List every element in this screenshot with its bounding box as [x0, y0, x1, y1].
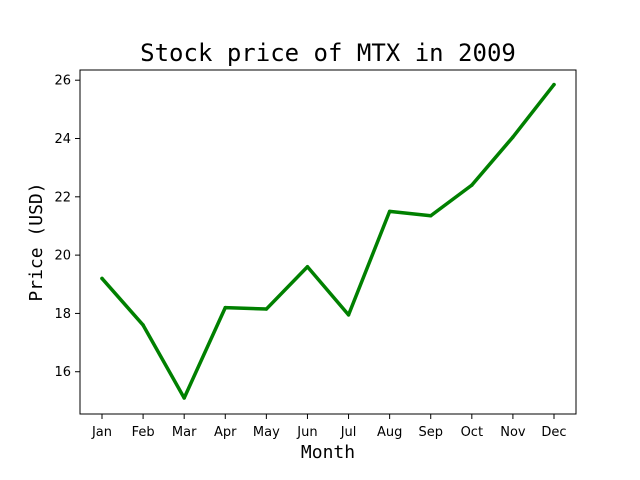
- data-point: [264, 307, 269, 311]
- y-axis-label: Price (USD): [26, 182, 47, 301]
- plot-frame: [79, 69, 577, 415]
- x-tick-label: Apr: [214, 425, 237, 440]
- y-tick-label: 20: [54, 249, 71, 264]
- data-point: [470, 183, 474, 187]
- data-point: [387, 209, 392, 214]
- x-tick-label: Oct: [461, 425, 483, 440]
- y-axis: 16 18 20 22 24 26: [54, 74, 80, 380]
- data-point: [141, 323, 145, 327]
- x-tick-label: Sep: [418, 425, 443, 440]
- y-tick-label: 22: [54, 190, 71, 205]
- chart-title: Stock price of MTX in 2009: [140, 39, 516, 67]
- data-point: [223, 305, 227, 310]
- series-group: [100, 82, 556, 400]
- x-tick-label: Jan: [91, 425, 112, 440]
- x-tick-label: Mar: [172, 425, 197, 440]
- y-tick-label: 16: [54, 365, 71, 380]
- x-axis-label: Month: [301, 442, 355, 463]
- x-tick-label: Feb: [132, 425, 155, 440]
- x-tick-label: Dec: [541, 425, 566, 440]
- data-point: [346, 313, 351, 317]
- x-tick-label: May: [253, 425, 280, 440]
- data-point: [100, 276, 104, 281]
- y-tick-label: 18: [54, 307, 71, 322]
- x-axis: Jan Feb Mar Apr May Jun Jul Aug Sep Oct Nov Dec: [91, 414, 567, 440]
- x-tick-label: Jun: [296, 425, 317, 440]
- y-tick-label: 26: [54, 74, 71, 89]
- series-line: [100, 82, 556, 400]
- data-point: [511, 135, 515, 139]
- x-tick-label: Nov: [500, 425, 526, 440]
- y-tick-label: 24: [54, 132, 71, 147]
- x-tick-label: Jul: [340, 425, 357, 440]
- data-point: [429, 214, 433, 218]
- x-tick-label: Aug: [377, 425, 402, 440]
- data-point: [305, 265, 310, 269]
- data-point: [552, 82, 556, 87]
- data-point: [182, 396, 186, 400]
